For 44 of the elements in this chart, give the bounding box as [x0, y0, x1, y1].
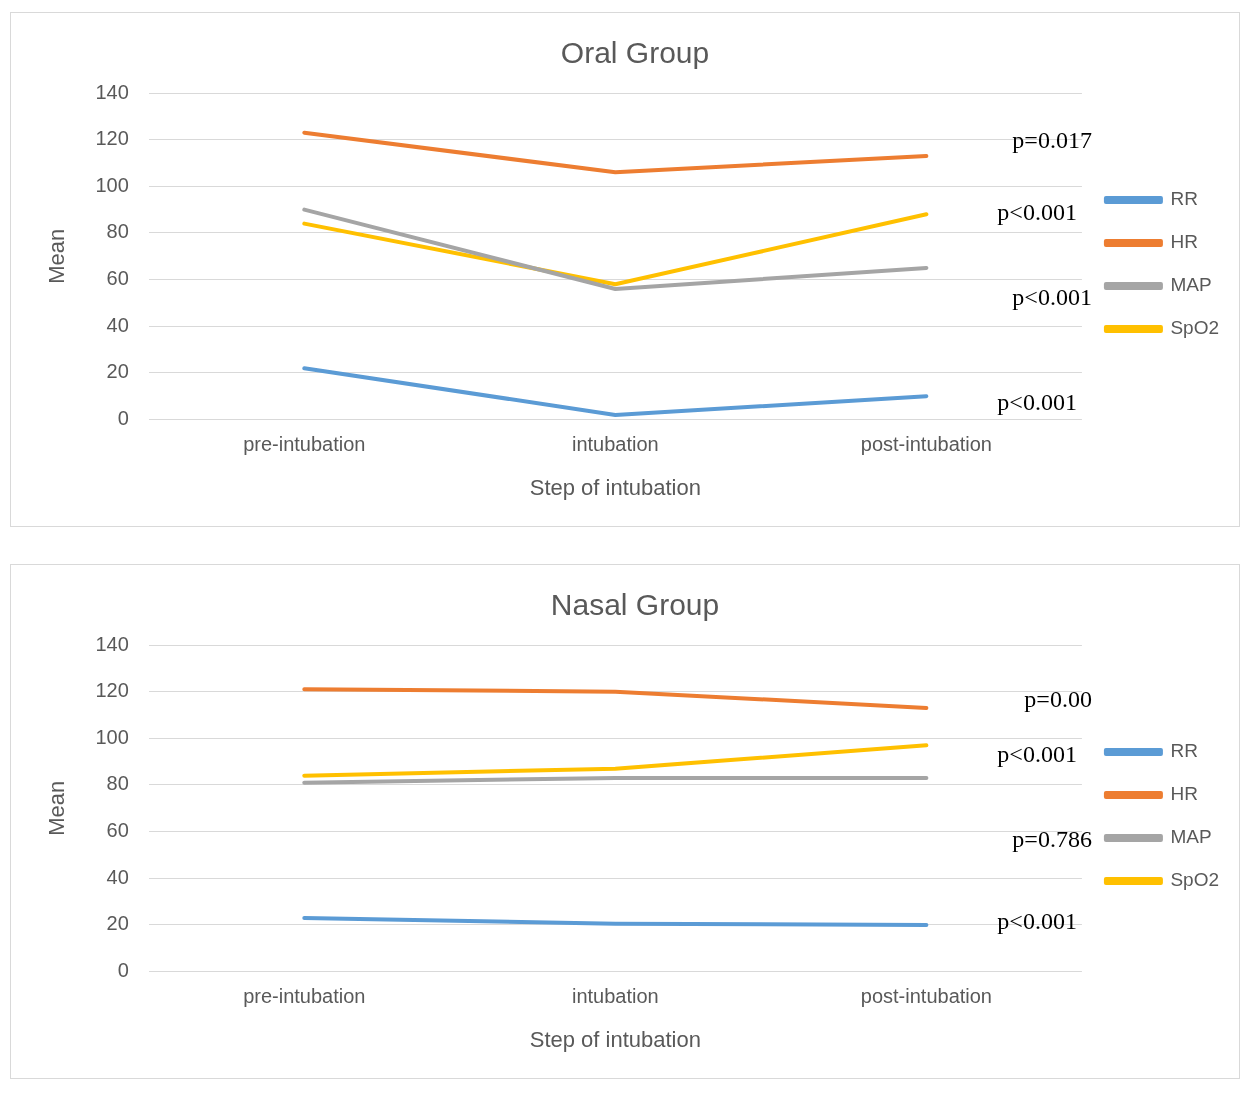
y-tick-label: 100 [95, 173, 129, 196]
y-tick-label: 60 [106, 819, 129, 842]
y-tick-label: 40 [106, 865, 129, 888]
x-axis-title: Step of intubation [529, 1026, 701, 1052]
y-tick-label: 100 [95, 725, 129, 748]
y-axis-title: Mean [44, 228, 70, 284]
y-tick-label: 20 [106, 360, 129, 383]
x-tick-label: post-intubation [860, 985, 992, 1008]
y-tick-label: 80 [106, 220, 129, 243]
chart-title: Oral Group [560, 36, 710, 70]
y-tick-label: 60 [106, 267, 129, 290]
y-tick-label: 0 [117, 407, 129, 430]
y-tick-label: 40 [106, 313, 129, 336]
annotation: p=0.00 [1024, 685, 1092, 712]
legend-label: MAP [1170, 274, 1212, 296]
annotation: p=0.017 [1012, 127, 1092, 154]
annotation: p<0.001 [997, 741, 1077, 768]
x-tick-label: pre-intubation [243, 985, 366, 1008]
legend-label: HR [1170, 231, 1198, 253]
x-axis-title: Step of intubation [529, 474, 701, 500]
y-tick-label: 20 [106, 912, 129, 935]
y-tick-label: 120 [95, 679, 129, 702]
legend-label: MAP [1170, 826, 1212, 848]
legend-label: SpO2 [1170, 317, 1220, 339]
x-tick-label: post-intubation [860, 433, 992, 456]
x-tick-label: intubation [571, 433, 659, 456]
y-tick-label: 0 [117, 959, 129, 982]
legend-label: SpO2 [1170, 869, 1220, 891]
legend-label: HR [1170, 783, 1198, 805]
y-tick-label: 140 [95, 80, 129, 103]
annotation: p<0.001 [997, 199, 1077, 226]
y-tick-label: 120 [95, 127, 129, 150]
y-axis-title: Mean [44, 780, 70, 836]
chart-title: Nasal Group [550, 588, 720, 622]
annotation: p<0.001 [997, 388, 1077, 415]
annotation: p<0.001 [1012, 284, 1092, 311]
y-tick-label: 80 [106, 772, 129, 795]
annotation: p=0.786 [1012, 826, 1092, 853]
legend-label: RR [1170, 188, 1198, 210]
annotation: p<0.001 [997, 907, 1077, 934]
y-tick-label: 140 [95, 632, 129, 655]
x-tick-label: pre-intubation [243, 433, 366, 456]
legend-label: RR [1170, 740, 1198, 762]
x-tick-label: intubation [571, 985, 659, 1008]
